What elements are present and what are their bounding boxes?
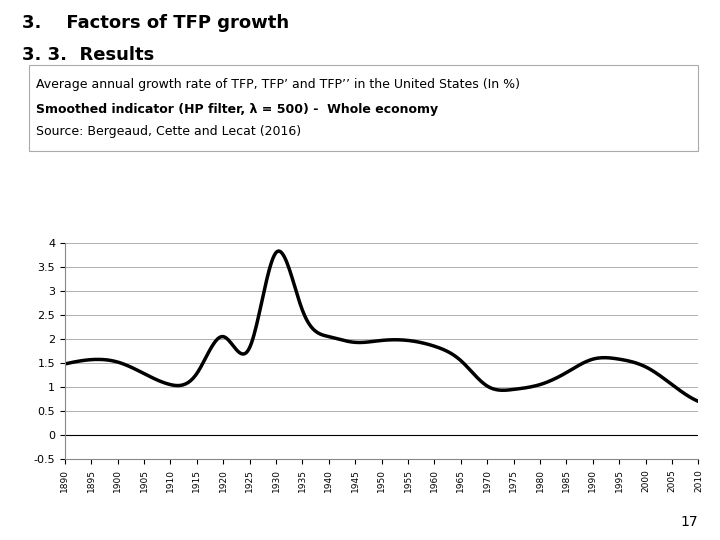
Text: Smoothed indicator (HP filter, λ = 500) -  Whole economy: Smoothed indicator (HP filter, λ = 500) … [36, 103, 438, 116]
Text: Average annual growth rate of TFP, TFP’ and TFP’’ in the United States (In %): Average annual growth rate of TFP, TFP’ … [36, 78, 520, 91]
Text: 17: 17 [681, 515, 698, 529]
Text: Source: Bergeaud, Cette and Lecat (2016): Source: Bergeaud, Cette and Lecat (2016) [36, 125, 301, 138]
TFP [363, 339, 372, 346]
TFP [694, 398, 703, 404]
Text: 3. 3.  Results: 3. 3. Results [22, 46, 154, 64]
TFP [274, 248, 282, 254]
Text: 3.    Factors of TFP growth: 3. Factors of TFP growth [22, 14, 289, 31]
TFP [581, 359, 590, 365]
TFP [405, 338, 413, 344]
Line: TFP: TFP [65, 251, 698, 401]
TFP [680, 390, 689, 397]
TFP [439, 346, 448, 353]
TFP [366, 339, 375, 345]
TFP [60, 361, 69, 367]
